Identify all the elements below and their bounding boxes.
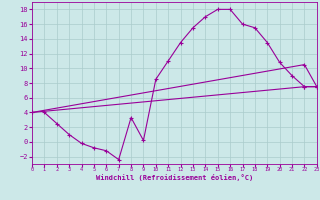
X-axis label: Windchill (Refroidissement éolien,°C): Windchill (Refroidissement éolien,°C): [96, 174, 253, 181]
